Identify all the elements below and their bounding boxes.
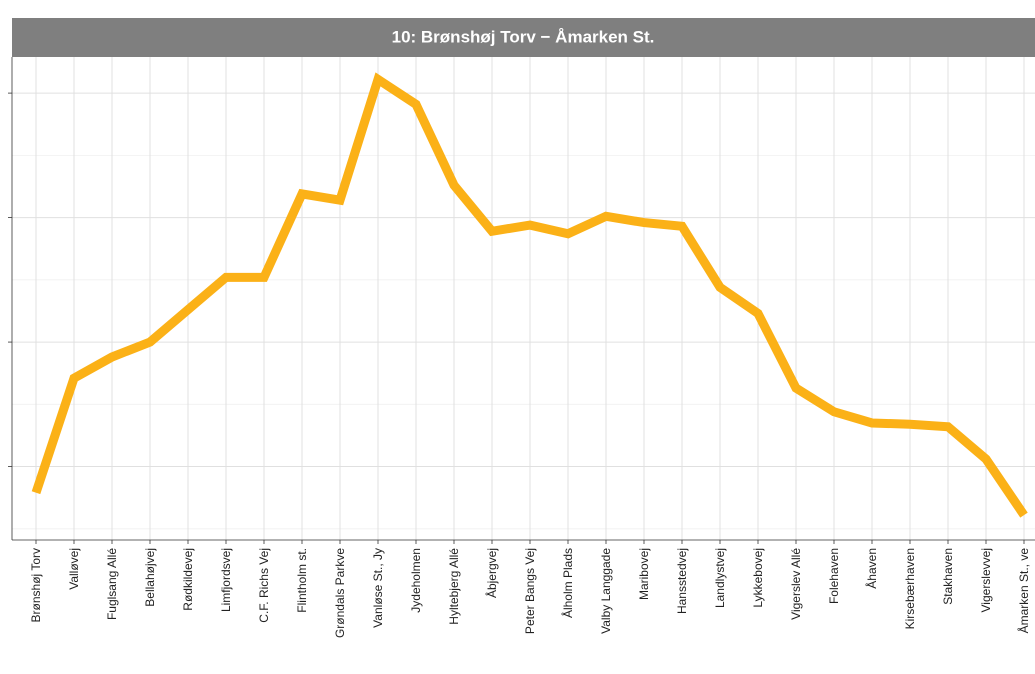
x-tick-label: Kirsebærhaven [903, 548, 917, 629]
x-tick-label: Stakhaven [941, 548, 955, 605]
x-tick-label: Åbjergvej [484, 548, 499, 598]
x-tick-label: Rødkildevej [181, 548, 195, 611]
x-tick-label: Peter Bangs Vej [523, 548, 537, 634]
grid [12, 57, 1035, 540]
x-tick-label: Hyltebjerg Allé [447, 548, 461, 625]
x-tick-label: Fuglsang Allé [105, 548, 119, 620]
x-tick-label: Hansstedvej [675, 548, 689, 614]
chart-title: 10: Brønshøj Torv − Åmarken St. [392, 27, 655, 46]
x-tick-label: Landlystvej [713, 548, 727, 608]
x-tick-label: Valløvej [67, 548, 81, 590]
x-tick-label: Maribovej [637, 548, 651, 600]
x-tick-label: C.F. Richs Vej [257, 548, 271, 623]
x-tick-label: Ålholm Plads [560, 548, 575, 618]
x-tick-label: Flintholm st. [295, 548, 309, 613]
x-tick-label: Lykkebovej [751, 548, 765, 608]
x-tick-label: Vigerslevvej [979, 548, 993, 612]
x-tick-label: Åhaven [864, 548, 879, 589]
x-tick-label: Bellahøjvej [143, 548, 157, 607]
x-tick-label: Vanløse St., Jy [371, 548, 385, 628]
line [31, 72, 1028, 518]
x-tick-label: Brønshøj Torv [29, 548, 43, 622]
x-tick-label: Åmarken St., ve [1016, 548, 1031, 634]
x-tick-label: Folehaven [827, 548, 841, 604]
x-tick-label: Vigerslev Allé [789, 548, 803, 620]
x-tick-label: Jydeholmen [409, 548, 423, 613]
title-strip [12, 18, 1035, 57]
x-tick-label: Limfjordsvej [219, 548, 233, 612]
marks [31, 72, 1028, 518]
x-tick-label: Grøndals Parkve [333, 548, 347, 638]
x-tick-label: Valby Langgade [599, 548, 613, 634]
